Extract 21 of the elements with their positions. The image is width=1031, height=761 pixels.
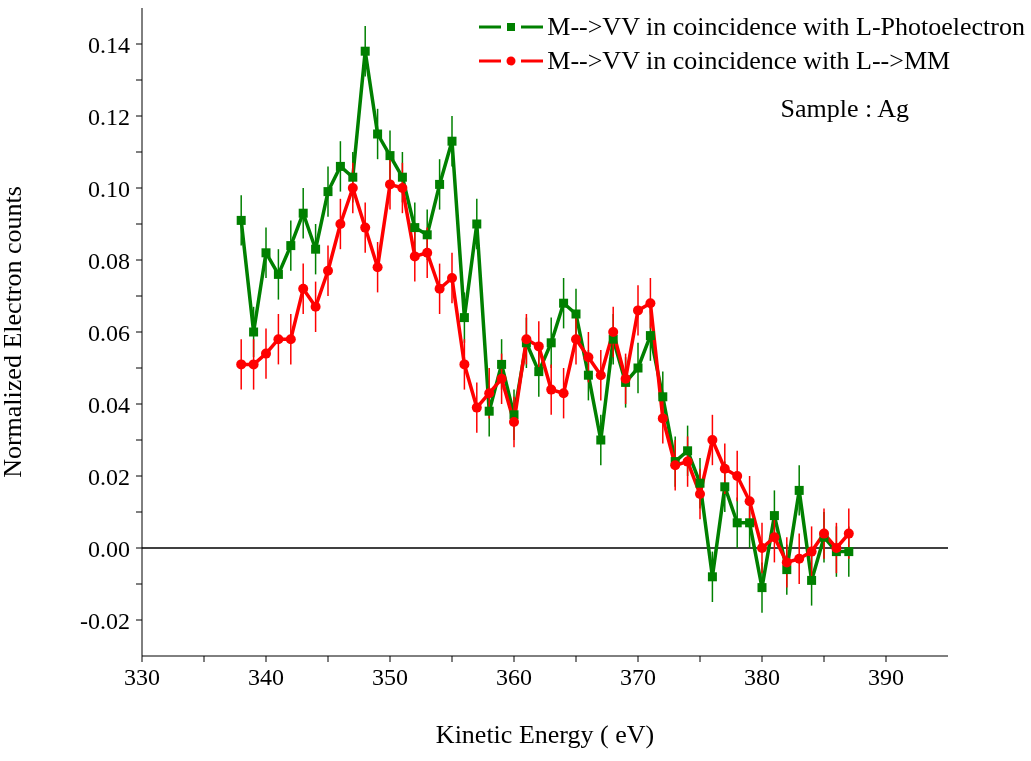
- x-tick-label: 380: [744, 664, 780, 691]
- x-tick-label: 390: [868, 664, 904, 691]
- y-axis-title: Normalized Electron counts: [0, 186, 28, 478]
- x-tick-label: 360: [496, 664, 532, 691]
- y-tick-label: 0.02: [88, 463, 130, 490]
- y-tick-label: 0.10: [88, 175, 130, 202]
- y-tick-label: 0.14: [88, 31, 130, 58]
- y-tick-label: 0.12: [88, 103, 130, 130]
- x-tick-label: 340: [248, 664, 284, 691]
- legend-label: M-->VV in coincidence with L-->MM: [547, 45, 951, 77]
- x-tick-label: 330: [124, 664, 160, 691]
- y-tick-label: 0.06: [88, 319, 130, 346]
- y-tick-label: -0.02: [80, 607, 130, 634]
- x-tick-label: 350: [372, 664, 408, 691]
- x-axis-title: Kinetic Energy ( eV): [435, 720, 655, 749]
- y-tick-label: 0.00: [88, 535, 130, 562]
- y-tick-label: 0.08: [88, 247, 130, 274]
- legend-label: M-->VV in coincidence with L-Photoelectron: [547, 11, 1025, 43]
- x-tick-label: 370: [620, 664, 656, 691]
- y-tick-label: 0.04: [88, 391, 130, 418]
- annotation: Sample : Ag: [780, 94, 909, 124]
